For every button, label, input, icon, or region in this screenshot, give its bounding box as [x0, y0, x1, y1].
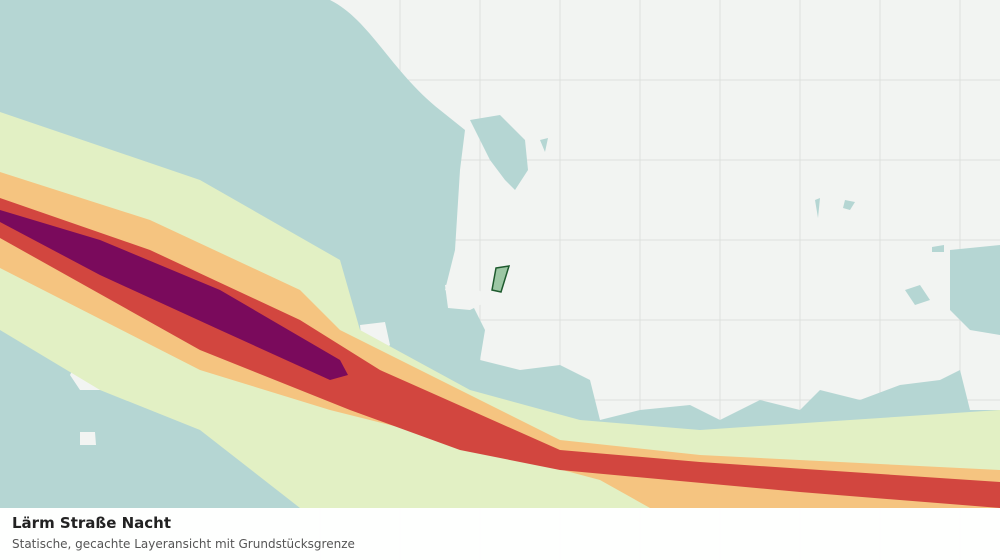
layer-title: Lärm Straße Nacht [12, 514, 172, 532]
parcel-boundary [491, 265, 511, 293]
noise-bands [0, 112, 1000, 508]
caption-panel: Lärm Straße Nacht Statische, gecachte La… [0, 508, 1000, 560]
layer-subtitle: Statische, gecachte Layeransicht mit Gru… [12, 537, 355, 551]
